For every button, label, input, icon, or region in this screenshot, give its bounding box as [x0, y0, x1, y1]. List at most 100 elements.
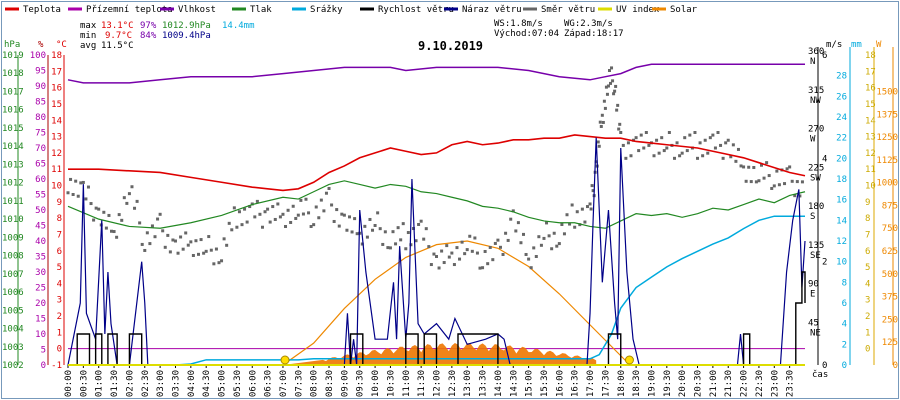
pressure-line: [67, 180, 806, 229]
wind-direction-dot: [156, 217, 160, 221]
wind-direction-dot: [258, 212, 262, 216]
wind-direction-dot: [442, 261, 446, 265]
wind-direction-dot: [606, 84, 610, 88]
x-tick-label: 05:30: [233, 370, 243, 397]
wind-speed-tick-label: 2: [822, 258, 827, 268]
pressure-unit-label: hPa: [4, 40, 20, 50]
solar-tick-label: 125: [882, 338, 898, 348]
uv-tick-label: 12: [865, 149, 876, 159]
wind-direction-dot: [675, 141, 679, 145]
wind-direction-dot: [237, 210, 241, 214]
wind-direction-dot: [539, 243, 543, 247]
wind-direction-dot: [655, 138, 659, 142]
x-tick-label: 06:30: [264, 370, 274, 397]
x-tick-label: 09:00: [340, 370, 350, 397]
legend-label: Teplota: [23, 5, 61, 15]
temperature-tick-label: 16: [51, 84, 62, 94]
wind-direction-dot: [685, 149, 689, 153]
rain-tick-label: 16: [836, 196, 847, 206]
rain-tick-label: 8: [842, 278, 847, 288]
wind-direction-dot: [660, 136, 664, 140]
temperature-tick-label: 18: [51, 51, 62, 61]
x-tick-label: 01:00: [95, 370, 105, 397]
wind-direction-dot: [409, 243, 413, 247]
wind-direction-dot: [381, 242, 385, 246]
pressure-tick-label: 1019: [2, 51, 24, 61]
wind-direction-degree-label: 45: [808, 318, 819, 328]
wind-direction-dot: [401, 222, 405, 226]
wind-direction-dot: [588, 202, 592, 206]
temperature-tick-label: 1: [57, 328, 62, 338]
rain-tick-label: 10: [836, 258, 847, 268]
wind-direction-dot: [148, 242, 152, 246]
wind-direction-dot: [342, 213, 346, 217]
wind-direction-dot: [742, 165, 746, 169]
wind-direction-dot: [578, 223, 582, 227]
wind-direction-dot: [731, 143, 735, 147]
wind-direction-dot: [191, 253, 195, 257]
solar-tick-label: 1250: [876, 133, 898, 143]
x-tick-label: 09:30: [356, 370, 366, 397]
wind-direction-compass-label: N: [810, 57, 815, 67]
wind-direction-dot: [89, 202, 93, 206]
wind-direction-dot: [406, 231, 410, 235]
wind-direction-dot: [199, 238, 203, 242]
wind-direction-dot: [726, 138, 730, 142]
rain-tick-label: 18: [836, 175, 847, 185]
wind-direction-degree-label: 180: [808, 202, 824, 212]
wind-direction-dot: [555, 244, 559, 248]
pressure-tick-label: 1016: [2, 106, 24, 116]
wind-direction-dot: [744, 179, 748, 183]
wind-direction-dot: [181, 247, 185, 251]
wind-direction-dot: [568, 222, 572, 226]
wind-direction-compass-label: SW: [810, 173, 821, 183]
temperature-tick-label: 4: [57, 279, 62, 289]
wind-direction-dot: [227, 221, 231, 225]
wind-direction-dot: [772, 184, 776, 188]
wind-direction-dot: [150, 224, 154, 228]
wind-direction-dot: [186, 243, 190, 247]
wind-direction-dot: [647, 143, 651, 147]
wind-direction-dot: [721, 156, 725, 160]
wind-direction-dot: [570, 203, 574, 207]
wind-direction-compass-label: SE: [810, 251, 821, 261]
wind-direction-dot: [552, 231, 556, 235]
wind-direction-dot: [255, 199, 259, 203]
wind-direction-dot: [66, 191, 70, 195]
x-tick-label: 12:30: [448, 370, 458, 397]
uv-tick-label: 16: [865, 84, 876, 94]
x-tick-label: 16:30: [571, 370, 581, 397]
wind-direction-dot: [79, 181, 83, 185]
wind-direction-dot: [419, 219, 423, 223]
stats-max-temp: 13.1°C: [101, 21, 134, 31]
wind-direction-dot: [683, 136, 687, 140]
wind-direction-dot: [617, 127, 621, 131]
x-tick-label: 04:30: [202, 370, 212, 397]
legend-label: Rychlost větru: [378, 5, 454, 15]
uv-tick-label: 8: [865, 214, 870, 224]
wind-direction-dot: [527, 257, 531, 261]
wind-direction-dot: [271, 205, 275, 209]
uv-tick-label: 3: [865, 296, 870, 306]
wind-direction-dot: [599, 124, 603, 128]
wind-direction-dot: [591, 189, 595, 193]
wind-direction-dot: [222, 237, 226, 241]
wind-direction-dot: [470, 249, 474, 253]
pressure-tick-label: 1012: [2, 179, 24, 189]
wind-direction-dot: [304, 197, 308, 201]
wind-direction-dot: [557, 242, 561, 246]
wind-direction-dot: [468, 234, 472, 238]
x-tick-label: 11:30: [417, 370, 427, 397]
wind-direction-dot: [69, 177, 73, 181]
wind-direction-dot: [189, 240, 193, 244]
pressure-tick-label: 1010: [2, 215, 24, 225]
wind-direction-dot: [179, 235, 183, 239]
wind-direction-dot: [143, 248, 147, 252]
legend-label: Vlhkost: [178, 5, 216, 15]
wind-direction-dot: [573, 225, 577, 229]
wind-direction-dot: [719, 143, 723, 147]
wind-direction-dot: [125, 201, 129, 205]
temperature-tick-label: 8: [57, 214, 62, 224]
